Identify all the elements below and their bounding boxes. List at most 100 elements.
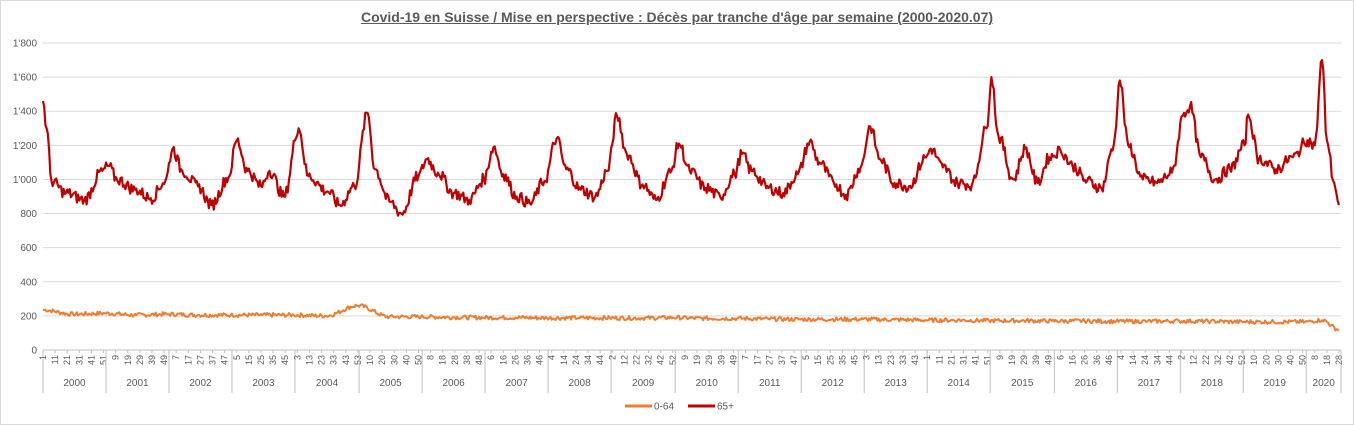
x-tick-label: 27	[765, 355, 775, 365]
x-tick-label: 13	[874, 355, 884, 365]
x-tick-label: 44	[1164, 355, 1174, 365]
x-tick-label: 49	[1043, 355, 1053, 365]
x-tick-label: 37	[777, 355, 787, 365]
x-tick-label: 11	[934, 355, 944, 364]
x-tick-label: 38	[462, 355, 472, 365]
x-tick-label: 9	[995, 355, 1005, 360]
x-tick-label: 39	[716, 355, 726, 365]
year-label: 2019	[1264, 378, 1287, 389]
year-label: 2020	[1313, 378, 1336, 389]
x-tick-label: 29	[1019, 355, 1029, 365]
year-label: 2000	[63, 378, 86, 389]
x-tick-label: 25	[256, 355, 266, 365]
x-tick-label: 37	[208, 355, 218, 365]
series-lines	[41, 59, 1341, 332]
x-tick-label: 25	[825, 355, 835, 365]
legend-label: 0-64	[654, 402, 674, 413]
x-tick-label: 3	[292, 355, 302, 360]
x-tick-label: 24	[571, 355, 581, 365]
x-tick-label: 36	[1092, 355, 1102, 365]
x-tick-label: 49	[728, 355, 738, 365]
x-tick-label: 12	[1189, 355, 1199, 365]
x-tick-label: 7	[171, 355, 181, 360]
x-tick-label: 51	[99, 355, 109, 365]
x-tick-label: 6	[486, 355, 496, 360]
y-tick-label: 800	[20, 209, 37, 220]
year-label: 2010	[696, 378, 719, 389]
series-line-65+	[41, 59, 1341, 217]
y-tick-label: 600	[20, 243, 37, 254]
x-tick-label: 32	[644, 355, 654, 365]
x-tick-label: 4	[547, 355, 557, 360]
x-tick-label: 36	[522, 355, 532, 365]
x-tick-label: 49	[159, 355, 169, 365]
year-label: 2018	[1201, 378, 1224, 389]
x-tick-label: 23	[886, 355, 896, 365]
x-tick-label: 44	[595, 355, 605, 365]
x-tick-label: 7	[741, 355, 751, 360]
x-tick-label: 18	[1322, 355, 1332, 365]
year-label: 2017	[1138, 378, 1161, 389]
y-tick-label: 1'800	[13, 39, 38, 50]
x-tick-label: 40	[1286, 355, 1296, 365]
x-tick-label: 40	[401, 355, 411, 365]
x-tick-label: 20	[377, 355, 387, 365]
x-tick-label: 30	[389, 355, 399, 365]
x-tick-label: 43	[341, 355, 351, 365]
chart-title: Covid-19 en Suisse / Mise en perspective…	[360, 9, 994, 25]
y-tick-label: 1'600	[13, 73, 38, 84]
x-tick-label: 5	[232, 355, 242, 360]
x-tick-label: 4	[1116, 355, 1126, 360]
year-label: 2014	[948, 378, 971, 389]
x-tick-label: 16	[1068, 355, 1078, 365]
x-tick-label: 24	[1140, 355, 1150, 365]
x-tick-label: 5	[801, 355, 811, 360]
x-tick-label: 34	[583, 355, 593, 365]
x-tick-label: 52	[668, 355, 678, 365]
x-tick-label: 45	[280, 355, 290, 365]
year-label: 2003	[252, 378, 275, 389]
x-tick-label: 50	[413, 355, 423, 365]
x-tick-label: 14	[1128, 355, 1138, 365]
x-tick-label: 1	[922, 355, 932, 360]
x-tick-label: 33	[329, 355, 339, 365]
x-tick-label: 14	[559, 355, 569, 365]
x-tick-label: 42	[656, 355, 666, 365]
x-tick-label: 47	[220, 355, 230, 365]
year-label: 2016	[1075, 378, 1098, 389]
y-tick-label: 1'400	[13, 107, 38, 118]
x-tick-label: 8	[1310, 355, 1320, 360]
x-tick-label: 33	[898, 355, 908, 365]
x-tick-label: 16	[498, 355, 508, 365]
year-label: 2006	[442, 378, 465, 389]
year-label: 2005	[379, 378, 402, 389]
year-label: 2004	[316, 378, 339, 389]
year-label: 2007	[505, 378, 528, 389]
legend: 0-64 65+	[625, 402, 734, 413]
x-tick-label: 11	[50, 355, 60, 364]
year-label: 2002	[189, 378, 212, 389]
y-tick-label: 1'000	[13, 175, 38, 186]
x-tick-label: 13	[304, 355, 314, 365]
year-label: 2008	[568, 378, 591, 389]
year-label: 2012	[822, 378, 845, 389]
x-tick-label: 30	[1273, 355, 1283, 365]
year-label: 2001	[126, 378, 149, 389]
x-tick-label: 21	[62, 355, 72, 365]
x-tick-label: 18	[438, 355, 448, 365]
x-tick-label: 9	[111, 355, 121, 360]
x-tick-label: 46	[535, 355, 545, 365]
y-tick-label: 200	[20, 311, 37, 322]
x-tick-label: 46	[1104, 355, 1114, 365]
x-tick-label: 29	[704, 355, 714, 365]
x-tick-label: 17	[753, 355, 763, 365]
year-label: 2011	[759, 378, 781, 389]
x-tick-label: 42	[1225, 355, 1235, 365]
x-tick-label: 52	[1237, 355, 1247, 365]
x-tick-label: 9	[680, 355, 690, 360]
x-tick-label: 39	[1031, 355, 1041, 365]
x-tick-label: 17	[183, 355, 193, 365]
